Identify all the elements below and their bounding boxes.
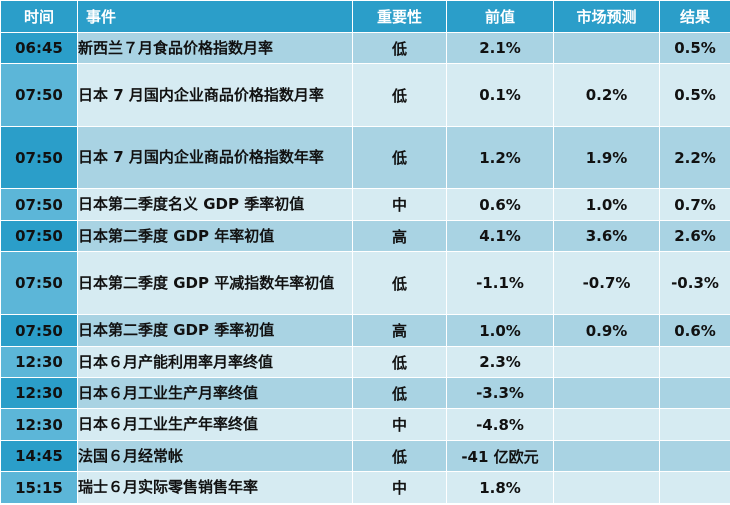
row-event: 新西兰７月食品价格指数月率: [77, 32, 353, 64]
row-forecast: 1.0%: [553, 188, 660, 221]
row-result: [659, 346, 730, 378]
row-forecast: [553, 471, 660, 504]
row-importance: 低: [352, 126, 447, 189]
header-forecast: 市场预测: [553, 0, 660, 33]
table-row: 07:50 日本第二季度 GDP 年率初值 高 4.1% 3.6% 2.6%: [0, 220, 730, 252]
row-time: 14:45: [0, 440, 78, 472]
table-row: 07:50 日本第二季度 GDP 季率初值 高 1.0% 0.9% 0.6%: [0, 314, 730, 347]
row-time: 07:50: [0, 188, 78, 221]
row-result: [659, 377, 730, 409]
row-forecast: [553, 440, 660, 472]
row-event: 瑞士６月实际零售销售年率: [77, 471, 353, 504]
table-row: 07:50 日本第二季度名义 GDP 季率初值 中 0.6% 1.0% 0.7%: [0, 188, 730, 221]
row-previous: -1.1%: [446, 251, 554, 315]
row-previous: 2.3%: [446, 346, 554, 378]
row-importance: 低: [352, 63, 447, 127]
row-event: 日本第二季度 GDP 季率初值: [77, 314, 353, 347]
row-result: [659, 471, 730, 504]
row-result: 0.7%: [659, 188, 730, 221]
table-row: 14:45 法国６月经常帐 低 -41 亿欧元: [0, 440, 730, 472]
row-result: [659, 440, 730, 472]
row-event: 日本第二季度 GDP 平减指数年率初值: [77, 251, 353, 315]
header-row: 时间 事件 重要性 前值 市场预测 结果: [0, 0, 730, 33]
row-event: 法国６月经常帐: [77, 440, 353, 472]
row-result: 2.2%: [659, 126, 730, 189]
row-forecast: [553, 377, 660, 409]
row-importance: 中: [352, 188, 447, 221]
row-forecast: [553, 408, 660, 441]
row-previous: -4.8%: [446, 408, 554, 441]
row-result: 0.6%: [659, 314, 730, 347]
row-previous: 1.0%: [446, 314, 554, 347]
row-previous: -3.3%: [446, 377, 554, 409]
row-time: 07:50: [0, 251, 78, 315]
row-event: 日本６月产能利用率月率终值: [77, 346, 353, 378]
row-result: -0.3%: [659, 251, 730, 315]
table-row: 07:50 日本 7 月国内企业商品价格指数年率 低 1.2% 1.9% 2.2…: [0, 126, 730, 189]
row-importance: 低: [352, 32, 447, 64]
header-result: 结果: [659, 0, 730, 33]
row-importance: 低: [352, 346, 447, 378]
row-event: 日本６月工业生产月率终值: [77, 377, 353, 409]
table-row: 07:50 日本 7 月国内企业商品价格指数月率 低 0.1% 0.2% 0.5…: [0, 63, 730, 127]
table-row: 12:30 日本６月产能利用率月率终值 低 2.3%: [0, 346, 730, 378]
table-row: 06:45 新西兰７月食品价格指数月率 低 2.1% 0.5%: [0, 32, 730, 64]
header-time: 时间: [0, 0, 78, 33]
row-previous: 1.2%: [446, 126, 554, 189]
row-event: 日本 7 月国内企业商品价格指数月率: [77, 63, 353, 127]
row-importance: 中: [352, 408, 447, 441]
row-forecast: -0.7%: [553, 251, 660, 315]
row-importance: 高: [352, 314, 447, 347]
row-forecast: [553, 32, 660, 64]
row-forecast: [553, 346, 660, 378]
row-time: 07:50: [0, 63, 78, 127]
row-time: 12:30: [0, 377, 78, 409]
row-previous: 4.1%: [446, 220, 554, 252]
row-importance: 中: [352, 471, 447, 504]
row-previous: 1.8%: [446, 471, 554, 504]
row-result: [659, 408, 730, 441]
row-result: 0.5%: [659, 63, 730, 127]
row-importance: 低: [352, 377, 447, 409]
row-time: 15:15: [0, 471, 78, 504]
row-forecast: 0.2%: [553, 63, 660, 127]
table-row: 12:30 日本６月工业生产月率终值 低 -3.3%: [0, 377, 730, 409]
row-time: 07:50: [0, 314, 78, 347]
row-importance: 低: [352, 440, 447, 472]
table-row: 07:50 日本第二季度 GDP 平减指数年率初值 低 -1.1% -0.7% …: [0, 251, 730, 315]
row-result: 0.5%: [659, 32, 730, 64]
row-time: 06:45: [0, 32, 78, 64]
row-time: 07:50: [0, 220, 78, 252]
row-result: 2.6%: [659, 220, 730, 252]
row-forecast: 0.9%: [553, 314, 660, 347]
row-importance: 高: [352, 220, 447, 252]
row-time: 12:30: [0, 346, 78, 378]
row-event: 日本第二季度名义 GDP 季率初值: [77, 188, 353, 221]
header-importance: 重要性: [352, 0, 447, 33]
row-time: 12:30: [0, 408, 78, 441]
row-previous: 0.1%: [446, 63, 554, 127]
table-row: 12:30 日本６月工业生产年率终值 中 -4.8%: [0, 408, 730, 441]
row-importance: 低: [352, 251, 447, 315]
header-previous: 前值: [446, 0, 554, 33]
row-event: 日本 7 月国内企业商品价格指数年率: [77, 126, 353, 189]
row-event: 日本第二季度 GDP 年率初值: [77, 220, 353, 252]
row-event: 日本６月工业生产年率终值: [77, 408, 353, 441]
row-previous: 2.1%: [446, 32, 554, 64]
row-time: 07:50: [0, 126, 78, 189]
row-previous: 0.6%: [446, 188, 554, 221]
row-previous: -41 亿欧元: [446, 440, 554, 472]
row-forecast: 1.9%: [553, 126, 660, 189]
row-forecast: 3.6%: [553, 220, 660, 252]
table-row: 15:15 瑞士６月实际零售销售年率 中 1.8%: [0, 471, 730, 504]
header-event: 事件: [77, 0, 353, 33]
